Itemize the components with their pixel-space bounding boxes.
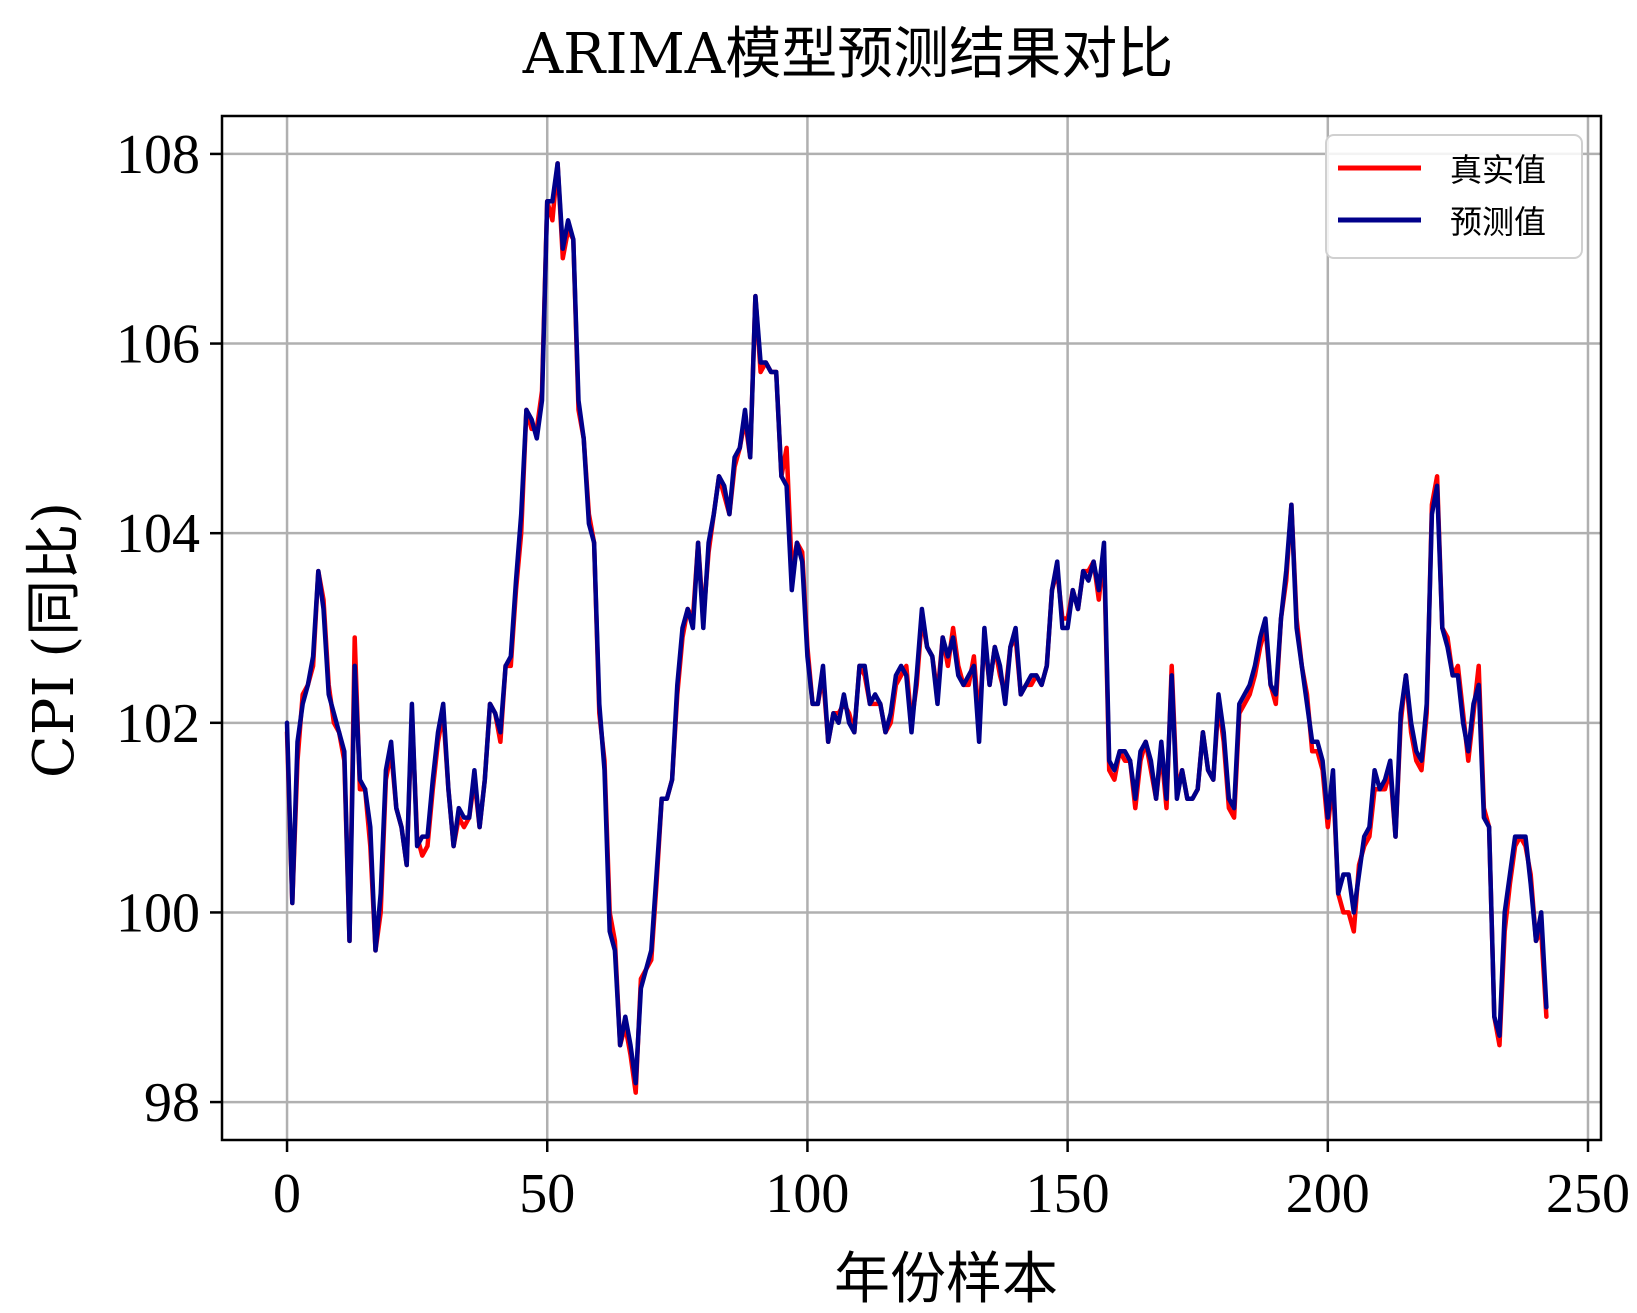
y-tick-label: 98 bbox=[144, 1072, 200, 1134]
series-layer bbox=[284, 161, 1549, 1095]
x-tick-label: 250 bbox=[1546, 1163, 1630, 1225]
y-tick-label: 102 bbox=[116, 693, 200, 755]
x-tick-label: 100 bbox=[765, 1163, 849, 1225]
y-tick-label: 100 bbox=[116, 882, 200, 944]
grid-lines bbox=[222, 116, 1601, 1140]
x-axis-title: 年份样本 bbox=[834, 1247, 1058, 1312]
chart-title: ARIMA模型预测结果对比 bbox=[522, 22, 1174, 87]
x-tick-label: 0 bbox=[273, 1163, 301, 1225]
x-tick-label: 50 bbox=[519, 1163, 575, 1225]
y-tick-label: 104 bbox=[116, 503, 200, 565]
y-axis: 98 100 102 104 106 108 bbox=[116, 124, 222, 1134]
x-tick-label: 200 bbox=[1286, 1163, 1370, 1225]
y-axis-title: CPI (同比) bbox=[22, 502, 87, 778]
y-tick-label: 106 bbox=[116, 314, 200, 376]
series-line-pred bbox=[284, 161, 1549, 1086]
legend: 真实值 预测值 bbox=[1325, 134, 1583, 259]
plot-frame bbox=[220, 114, 1603, 1142]
x-axis: 0 50 100 150 200 250 bbox=[273, 1140, 1630, 1225]
series-line-true bbox=[284, 161, 1549, 1095]
x-tick-label: 150 bbox=[1026, 1163, 1110, 1225]
legend-label-true: 真实值 bbox=[1450, 151, 1546, 189]
legend-label-pred: 预测值 bbox=[1450, 203, 1546, 241]
y-tick-label: 108 bbox=[116, 124, 200, 186]
